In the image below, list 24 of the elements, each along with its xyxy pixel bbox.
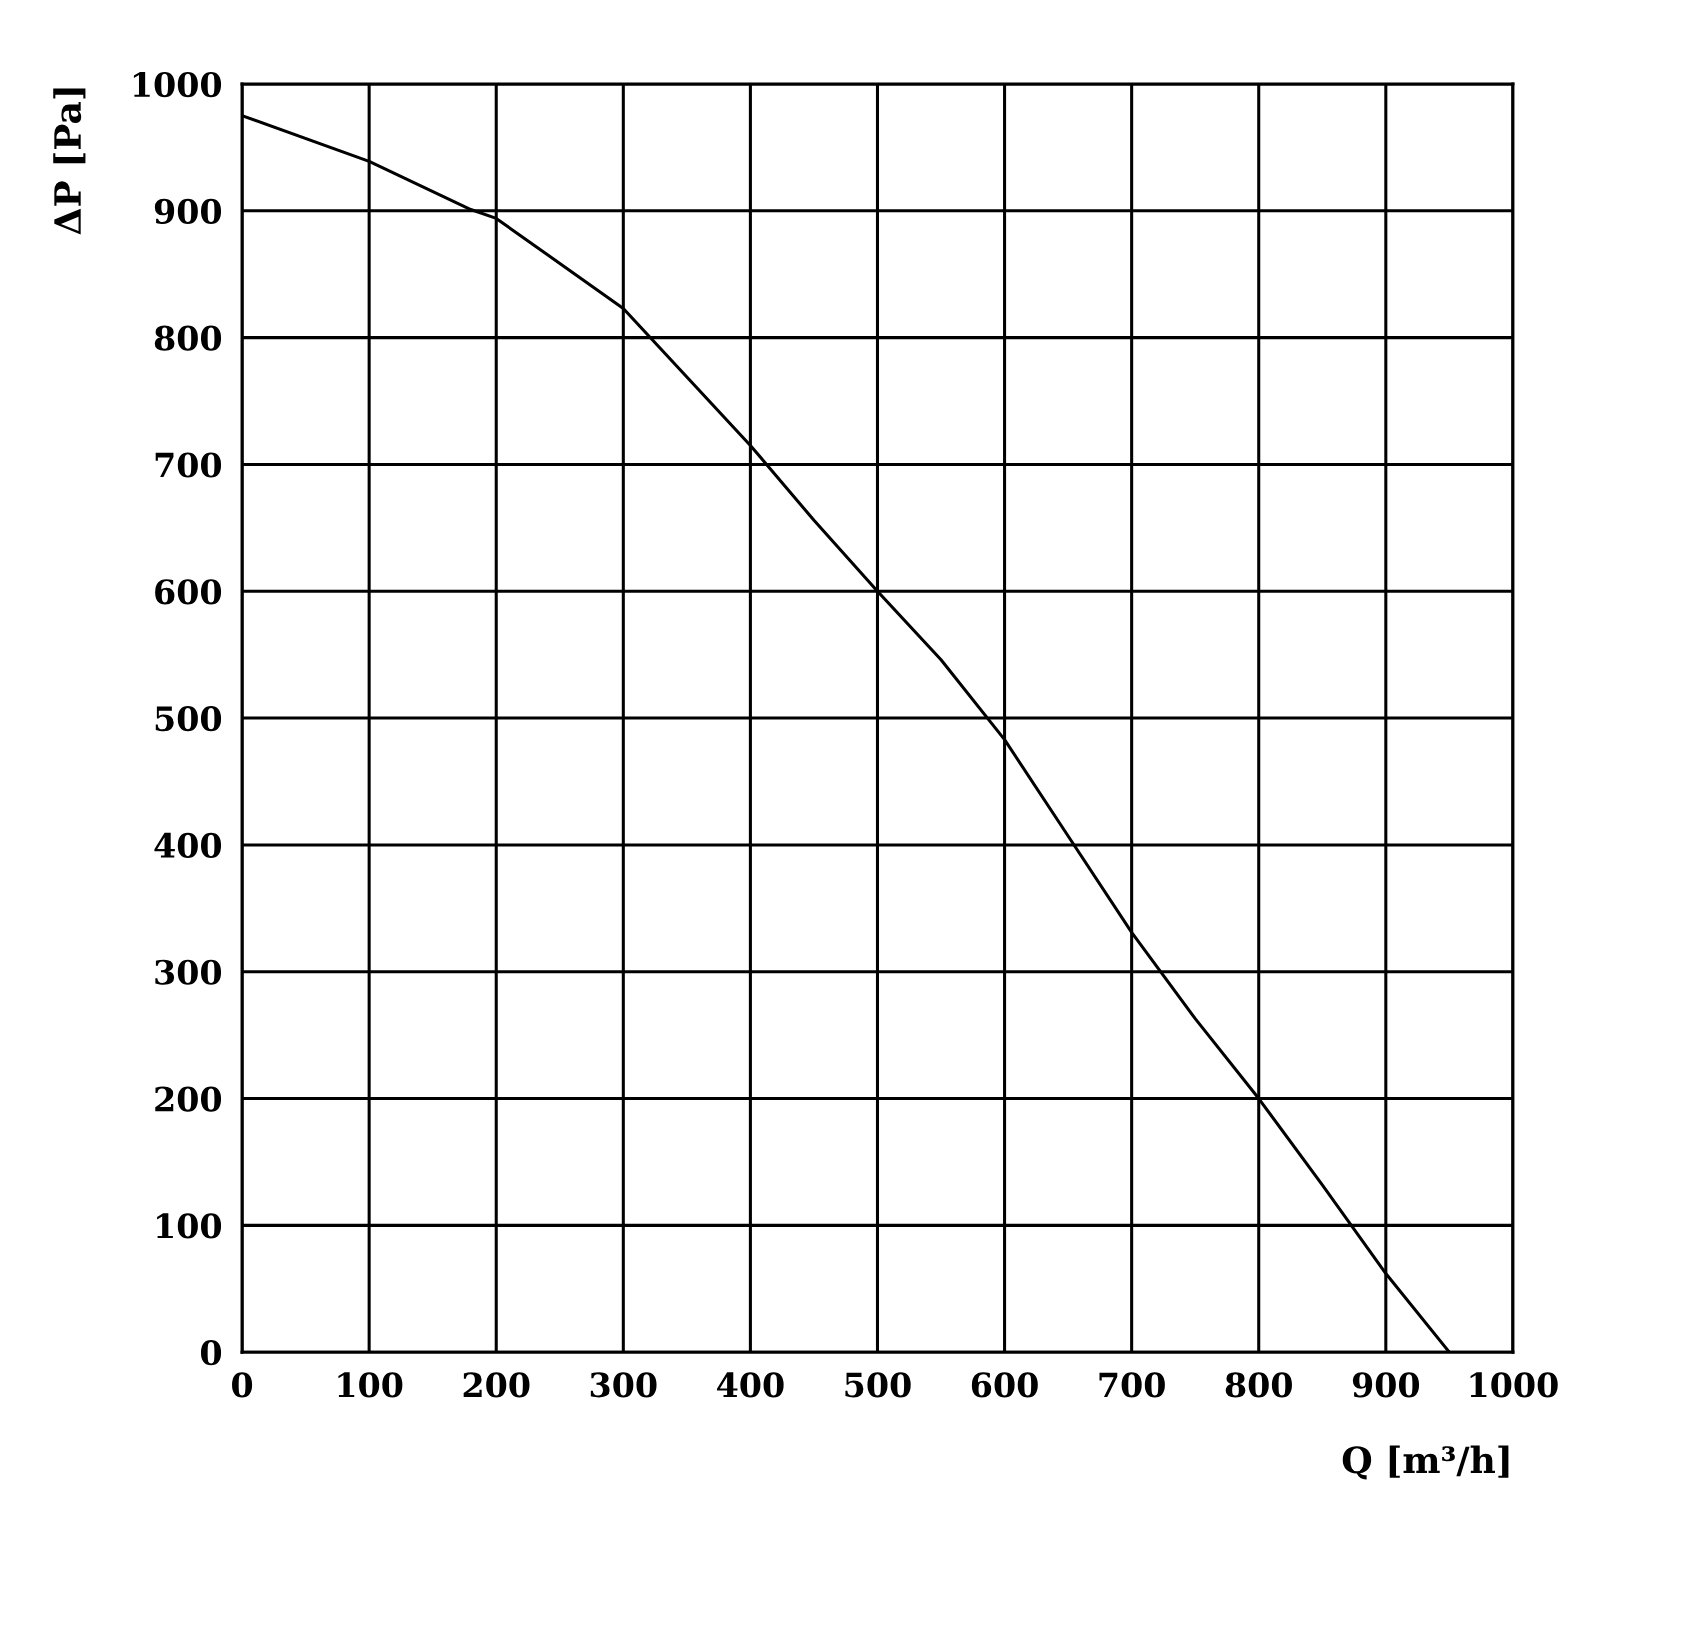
y-tick-label: 300 xyxy=(155,959,222,985)
x-tick-label: 500 xyxy=(845,1372,911,1398)
y-tick-label: 0 xyxy=(200,1340,222,1366)
x-tick-label: 100 xyxy=(338,1372,403,1398)
x-tick-label: 800 xyxy=(1225,1372,1292,1398)
x-tick-label: 700 xyxy=(1099,1372,1165,1398)
y-tick-label: 700 xyxy=(155,452,222,478)
y-tick-label: 200 xyxy=(155,1086,222,1112)
y-tick-label: 1000 xyxy=(133,71,222,98)
y-axis-title: ΔP [Pa] xyxy=(53,88,86,235)
x-tick-label: 300 xyxy=(590,1372,657,1398)
y-tick-label: 500 xyxy=(155,706,222,732)
x-tick-label: 400 xyxy=(716,1372,784,1398)
x-tick-label: 1000 xyxy=(1470,1372,1558,1398)
y-tick-label: 800 xyxy=(154,325,222,351)
y-tick-label: 600 xyxy=(155,579,222,605)
y-tick-label: 400 xyxy=(154,832,222,859)
x-tick-label: 900 xyxy=(1352,1372,1420,1398)
y-tick-label: 100 xyxy=(157,1213,222,1239)
x-tick-label: 200 xyxy=(463,1372,530,1398)
x-tick-label: 600 xyxy=(971,1372,1038,1398)
y-tick-label: 900 xyxy=(154,198,222,224)
x-axis-title: Q [m³/h] xyxy=(1342,1445,1509,1480)
x-tick-label: 0 xyxy=(232,1372,253,1398)
